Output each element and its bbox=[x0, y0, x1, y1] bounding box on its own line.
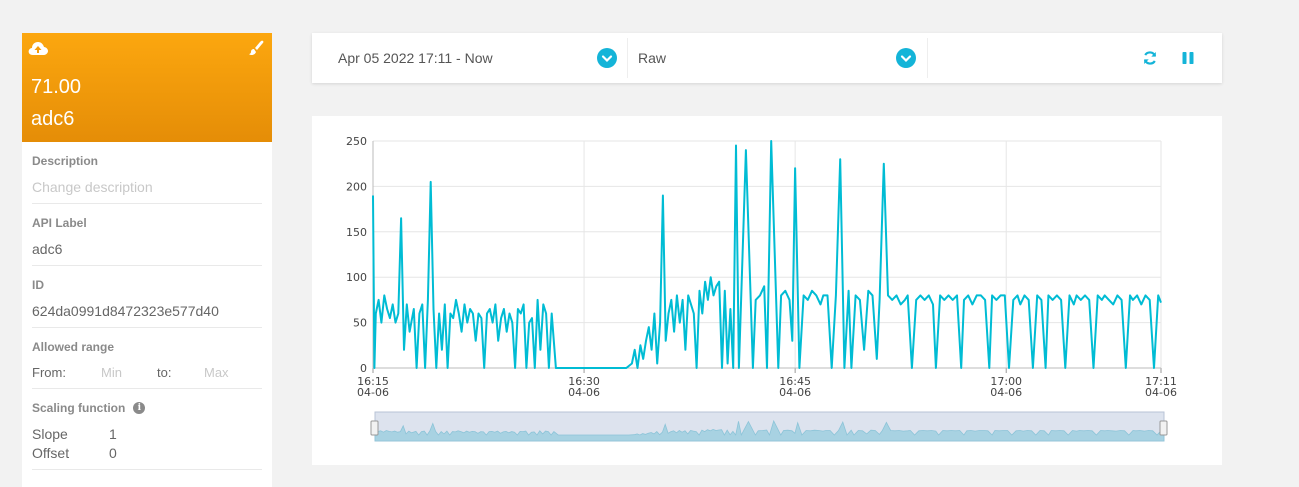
x-tick-label: 16:30 bbox=[568, 375, 600, 388]
scaling-section: Scaling function i Slope 1 Offset 0 bbox=[32, 389, 262, 470]
offset-input[interactable]: 0 bbox=[109, 445, 117, 461]
y-tick-label: 200 bbox=[346, 180, 367, 193]
x-tick-label: 16:15 bbox=[357, 375, 389, 388]
navigator-handle-right[interactable] bbox=[1159, 420, 1168, 436]
description-section: Description Change description bbox=[32, 142, 262, 204]
x-tick-label: 17:11 bbox=[1145, 375, 1177, 388]
sensor-card: 71.00 adc6 Description Change descriptio… bbox=[22, 33, 272, 487]
y-tick-label: 100 bbox=[346, 271, 367, 284]
cloud-upload-icon[interactable] bbox=[28, 40, 48, 56]
y-tick-label: 250 bbox=[346, 135, 367, 148]
x-tick-date: 04-06 bbox=[568, 386, 600, 399]
id-label: ID bbox=[32, 278, 44, 292]
x-tick-date: 04-06 bbox=[779, 386, 811, 399]
mode-select[interactable]: Raw bbox=[638, 50, 667, 66]
refresh-icon[interactable] bbox=[1142, 50, 1158, 66]
x-tick-date: 04-06 bbox=[357, 386, 389, 399]
description-label: Description bbox=[32, 154, 99, 168]
api-label-section: API Label adc6 bbox=[32, 204, 262, 266]
sensor-name: adc6 bbox=[31, 108, 75, 130]
chevron-down-icon[interactable] bbox=[896, 48, 916, 68]
chevron-down-icon[interactable] bbox=[597, 48, 617, 68]
x-tick-date: 04-06 bbox=[990, 386, 1022, 399]
sensor-header: 71.00 adc6 bbox=[22, 33, 272, 142]
id-section: ID 624da0991d8472323e577d40 bbox=[32, 266, 262, 328]
allowed-range-label: Allowed range bbox=[32, 340, 115, 354]
api-label-input[interactable]: adc6 bbox=[32, 241, 63, 257]
chart-panel: 0 50 100 150 200 250 16:15 04-06 16:30 04-06 16:4… bbox=[312, 116, 1222, 465]
info-icon[interactable]: i bbox=[133, 402, 146, 414]
description-input[interactable]: Change description bbox=[32, 179, 153, 195]
slope-input[interactable]: 1 bbox=[109, 426, 117, 442]
y-tick-label: 150 bbox=[346, 226, 367, 239]
series-line bbox=[372, 140, 1162, 369]
slope-label: Slope bbox=[32, 426, 68, 442]
y-tick-label: 0 bbox=[360, 362, 367, 375]
range-to-label: to: bbox=[157, 365, 172, 380]
navigator-handle-left[interactable] bbox=[370, 420, 379, 436]
navigator[interactable] bbox=[370, 411, 1168, 442]
time-range-select[interactable]: Apr 05 2022 17:11 - Now bbox=[338, 50, 493, 66]
x-tick-date: 04-06 bbox=[1145, 386, 1177, 399]
range-max-input[interactable]: Max bbox=[204, 365, 229, 380]
id-value: 624da0991d8472323e577d40 bbox=[32, 303, 219, 319]
offset-label: Offset bbox=[32, 445, 70, 461]
paint-brush-icon[interactable] bbox=[248, 40, 264, 56]
allowed-range-section: Allowed range From: Min to: Max bbox=[32, 328, 262, 389]
sensor-value: 71.00 bbox=[31, 76, 82, 98]
range-from-label: From: bbox=[32, 365, 66, 380]
api-label-label: API Label bbox=[32, 216, 87, 230]
range-min-input[interactable]: Min bbox=[101, 365, 122, 380]
chart-toolbar: Apr 05 2022 17:11 - Now Raw bbox=[312, 33, 1222, 83]
pause-icon[interactable] bbox=[1180, 50, 1196, 66]
x-tick-label: 17:00 bbox=[990, 375, 1022, 388]
scaling-label: Scaling function bbox=[32, 401, 126, 415]
x-tick-label: 16:45 bbox=[779, 375, 811, 388]
y-tick-label: 50 bbox=[353, 317, 367, 330]
